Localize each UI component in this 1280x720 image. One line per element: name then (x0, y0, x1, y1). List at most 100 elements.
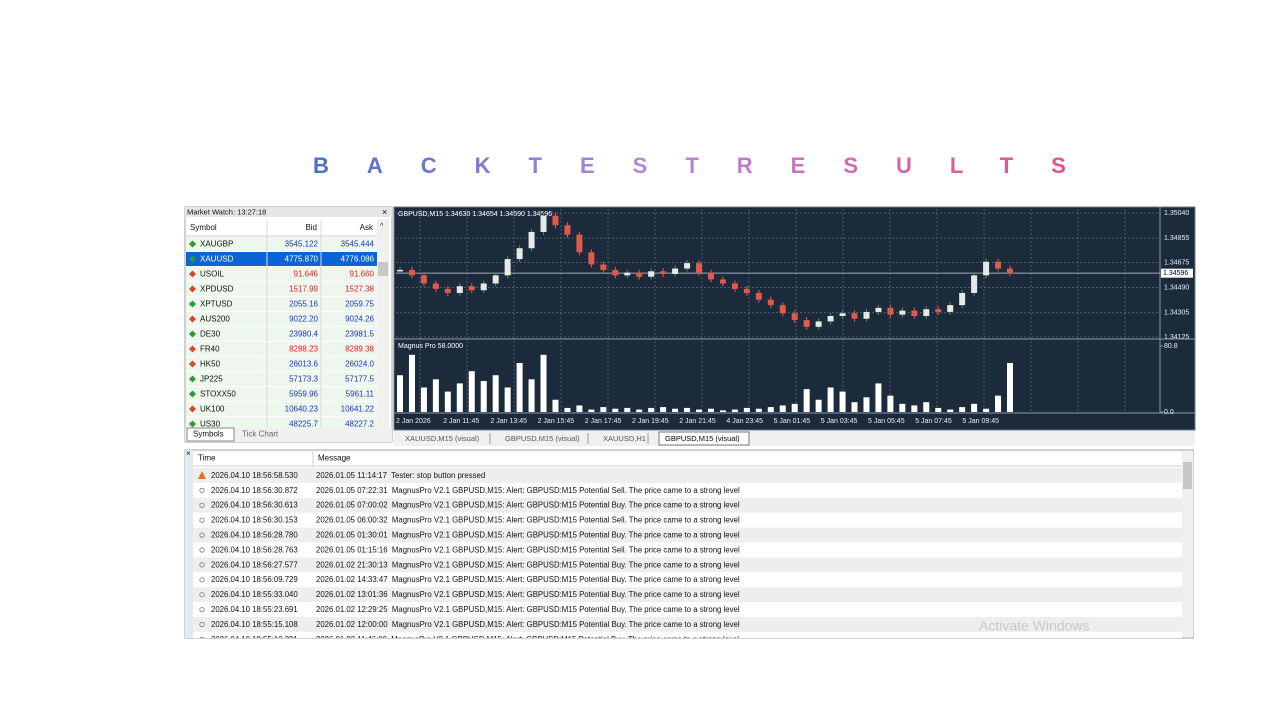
tab-active[interactable] (186, 427, 235, 442)
log-message: 2026.01.02 11:46:00 MagnusPro V2.1 GBPUS… (316, 635, 739, 644)
symbol-row[interactable]: DE30 23980.4 23981.5 (186, 327, 377, 341)
row-bg (186, 372, 377, 386)
symbol-row[interactable]: HK50 26013.6 26024.0 (186, 357, 377, 371)
column-header[interactable]: Ask (360, 223, 374, 232)
scrollbar[interactable] (1182, 451, 1193, 637)
scroll-thumb[interactable] (378, 262, 388, 276)
candle-body (947, 305, 954, 312)
chart-tab[interactable]: GBPUSD,M15 (visual) (505, 434, 580, 443)
indicator-bar (648, 407, 655, 412)
scroll-thumb[interactable] (1183, 462, 1192, 489)
log-row[interactable]: 2026.04.10 18:55:33.040 2026.01.02 13:01:… (193, 587, 1182, 603)
symbol: DE30 (200, 330, 221, 339)
chart-tab[interactable]: GBPUSD,M15 (visual) (665, 434, 740, 443)
row-bg (193, 497, 1182, 513)
date-label: 5 Jan 03:45 (821, 418, 858, 425)
symbol-row[interactable]: UK100 10640.23 10641.22 (186, 402, 377, 416)
info-icon (199, 547, 205, 553)
symbol-row[interactable]: STOXX50 5959.96 5961.11 (186, 387, 377, 401)
log-row[interactable]: 2026.04.10 18:56:58.530 2026.01.05 11:14:… (193, 468, 1182, 483)
info-icon (199, 487, 205, 493)
market-watch: Market Watch: 13:27:18 × Symbol Bid Ask XAUGB… (184, 206, 393, 443)
column-header[interactable]: Message (318, 454, 351, 463)
log-row[interactable]: 2026.04.10 18:56:28.780 2026.01.05 01:30:… (193, 527, 1182, 543)
symbol: AUS200 (200, 315, 230, 324)
log-row[interactable]: 2026.04.10 18:56:30.613 2026.01.05 07:00:… (193, 497, 1182, 513)
indicator-bar (899, 403, 906, 412)
icon (188, 375, 197, 383)
log-message: 2026.01.02 21:30:13 MagnusPro V2.1 GBPUS… (316, 560, 740, 569)
date-label: 2 Jan 17:45 (585, 418, 622, 425)
symbol-row[interactable]: AUS200 9022.20 9024.26 (186, 312, 377, 326)
tab[interactable]: Symbols (193, 430, 224, 439)
close-button[interactable]: × (382, 207, 387, 217)
candle-body (588, 252, 595, 265)
candle-body (456, 286, 463, 293)
indicator-bar (516, 362, 523, 412)
indicator-bar (851, 402, 858, 412)
column-header[interactable]: Symbol (190, 223, 217, 232)
tab[interactable]: Tick Chart (242, 430, 279, 439)
indicator-bar (911, 405, 918, 412)
close-button[interactable]: × (186, 449, 191, 458)
indicator-bar (576, 405, 583, 412)
chart-tab[interactable]: XAUUSD,H1 (603, 434, 646, 443)
panel-header (185, 207, 392, 217)
symbol-row[interactable]: FR40 8288.23 8289.38 (186, 342, 377, 356)
chart-tab[interactable]: XAUUSD,M15 (visual) (405, 434, 480, 443)
candle-body (1007, 268, 1013, 274)
symbol-row[interactable]: XAUGBP 3545.122 3545.444 (186, 237, 377, 251)
indicator-bar (504, 387, 511, 412)
candle-body (971, 275, 978, 293)
indicator-bar (696, 409, 703, 412)
scrollbar[interactable] (377, 219, 389, 428)
candle-body (480, 283, 487, 291)
indicator-bar (397, 375, 403, 412)
symbol-row[interactable]: USOIL 91.646 91.660 (186, 267, 377, 281)
log-row[interactable]: 2026.04.10 18:56:28.763 2026.01.05 01:15:… (193, 542, 1182, 558)
indicator-bar (947, 409, 954, 412)
scroll-up[interactable]: ^ (380, 223, 384, 230)
page-title: BACKTESTRESULTS (313, 153, 1104, 178)
log-row[interactable]: 2026.04.10 18:56:30.153 2026.01.05 06:00:… (193, 512, 1182, 528)
ask: 4776.086 (341, 255, 375, 264)
candle-body (887, 307, 894, 315)
candle-body (672, 268, 679, 274)
indicator-bar (624, 407, 631, 412)
candle-body (564, 225, 571, 235)
log-row[interactable]: 2026.04.10 18:56:30.872 2026.01.05 07:22:… (193, 482, 1182, 498)
row-bg (186, 357, 377, 371)
log-row[interactable]: 2026.04.10 18:55:10.391 2026.01.02 11:46:… (193, 631, 1182, 647)
bid: 10640.23 (285, 405, 319, 414)
row-bg (186, 417, 377, 428)
price-label: 1.35040 (1164, 210, 1189, 217)
indicator-bar (612, 408, 619, 412)
column-header[interactable]: Time (198, 454, 216, 463)
row-bg (193, 617, 1182, 632)
candle-body (779, 305, 786, 314)
tab-active[interactable] (658, 431, 750, 446)
row-bg (186, 267, 377, 281)
symbol-row[interactable]: XPTUSD 2055.16 2059.75 (186, 297, 377, 311)
symbol-row[interactable]: JP225 57173.3 57177.5 (186, 372, 377, 386)
ask: 8289.38 (345, 345, 374, 354)
indicator-bar (839, 391, 846, 412)
date-label: 2 Jan 13:45 (490, 418, 527, 425)
symbol-row[interactable]: XPDUSD 1517.99 1527.38 (186, 282, 377, 296)
column-header[interactable]: Bid (305, 223, 317, 232)
log-row[interactable]: 2026.04.10 18:56:09.729 2026.01.02 14:33:… (193, 572, 1182, 588)
log-time: 2026.04.10 18:56:30.613 (211, 501, 298, 510)
log-row[interactable]: 2026.04.10 18:55:23.691 2026.01.02 12:29:… (193, 602, 1182, 617)
candle-body (707, 272, 714, 280)
icon (188, 390, 197, 398)
info-icon (199, 517, 205, 523)
indicator-bar (995, 395, 1002, 412)
log-row[interactable]: 2026.04.10 18:56:27.577 2026.01.02 21:30:… (193, 557, 1182, 573)
symbol-row[interactable]: US30 48225.7 48227.2 (186, 417, 377, 431)
log-time: 2026.04.10 18:55:15.108 (211, 620, 298, 629)
indicator-bar (456, 383, 463, 412)
log-row[interactable]: 2026.04.10 18:55:15.108 2026.01.02 12:00:… (193, 617, 1182, 632)
symbol-row[interactable]: XAUUSD 4775.870 4776.086 (186, 252, 377, 266)
candle-body (397, 269, 403, 272)
